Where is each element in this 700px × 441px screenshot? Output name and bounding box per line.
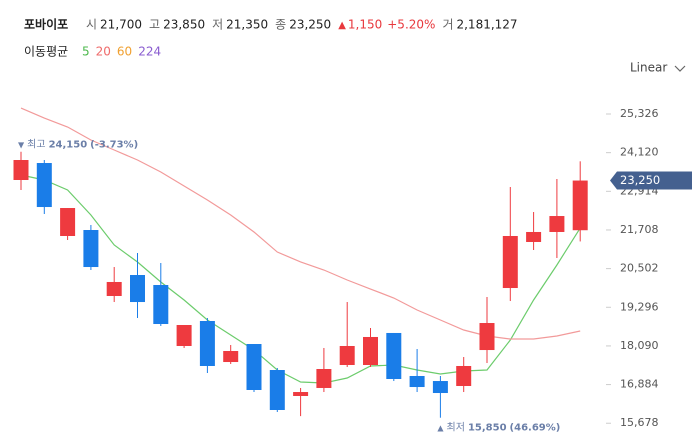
volume: 2,181,127	[456, 18, 517, 32]
y-tick-label: 24,120	[620, 146, 659, 159]
y-tick-label: 21,708	[620, 223, 659, 236]
candle-body	[199, 320, 215, 366]
legend-entry: 60	[117, 45, 132, 59]
candle-body	[572, 180, 588, 231]
candle-body	[386, 332, 402, 380]
candle-body	[36, 163, 52, 208]
candle-body	[83, 230, 99, 268]
y-tick-label: 15,678	[620, 416, 659, 429]
header-label: 고	[149, 18, 160, 32]
candle-body	[549, 216, 565, 232]
price-tag	[610, 171, 692, 190]
annotation-value: 15,850	[468, 423, 507, 434]
candle-body	[316, 369, 332, 388]
y-tick-label: 20,502	[620, 262, 659, 275]
candle-body	[106, 281, 122, 296]
y-tick-label: 25,326	[620, 107, 659, 120]
candle-body	[526, 231, 542, 242]
candle-body	[176, 325, 192, 346]
header-value: 23,250	[289, 18, 331, 32]
candle-body	[339, 345, 355, 365]
header-value: 23,850	[163, 18, 205, 32]
y-tick-label: 18,090	[620, 339, 659, 352]
legend-entry: 20	[96, 45, 111, 59]
annotation-text: 최고	[27, 139, 45, 151]
price-tag-label: 23,250	[620, 173, 660, 187]
candle-body	[409, 375, 425, 388]
annotation: ▲ 최저 15,850 (46.69%)	[437, 422, 560, 434]
change-arrow: ▲	[338, 20, 346, 31]
candle-body	[363, 336, 378, 365]
candle-body	[13, 160, 29, 180]
y-tick-label: 19,296	[620, 300, 659, 313]
header-label: 거	[442, 18, 453, 32]
ma-title: 이동평균	[24, 45, 68, 59]
change: 1,150	[348, 18, 382, 32]
annotation: ▼ 최고 24,150 (-3.73%)	[18, 139, 138, 151]
candle-body	[432, 381, 448, 394]
candle-body	[269, 370, 285, 410]
candle-body	[293, 392, 309, 396]
legend-entry: 5	[82, 45, 90, 59]
legend-entry: 224	[138, 45, 161, 59]
annotation-marker: ▼	[18, 140, 25, 149]
candle-body	[153, 285, 169, 325]
annotation-change: (-3.73%)	[90, 140, 138, 151]
candle-body	[479, 323, 495, 351]
stock-name: 포바이포	[24, 17, 68, 32]
candle-body	[456, 365, 472, 386]
candle-body	[246, 344, 262, 390]
moving-average	[20, 174, 581, 384]
header-label: 종	[275, 18, 286, 32]
annotation-text: 최저	[447, 422, 465, 434]
candle-body	[130, 275, 145, 303]
annotation-marker: ▲	[437, 423, 444, 432]
scale-label: Linear	[630, 61, 667, 75]
candle-body	[223, 350, 239, 363]
header-label: 저	[212, 18, 223, 32]
annotation-change: (46.69%)	[510, 423, 561, 434]
header-label: 시	[86, 18, 97, 32]
candle-body	[502, 235, 518, 289]
annotation-value: 24,150	[49, 140, 88, 151]
header-value: 21,350	[226, 18, 268, 32]
y-tick-label: 16,884	[620, 378, 659, 391]
change-pct: +5.20%	[387, 18, 435, 32]
candle-body	[60, 208, 76, 236]
chevron	[674, 65, 686, 72]
header-value: 21,700	[100, 18, 142, 32]
